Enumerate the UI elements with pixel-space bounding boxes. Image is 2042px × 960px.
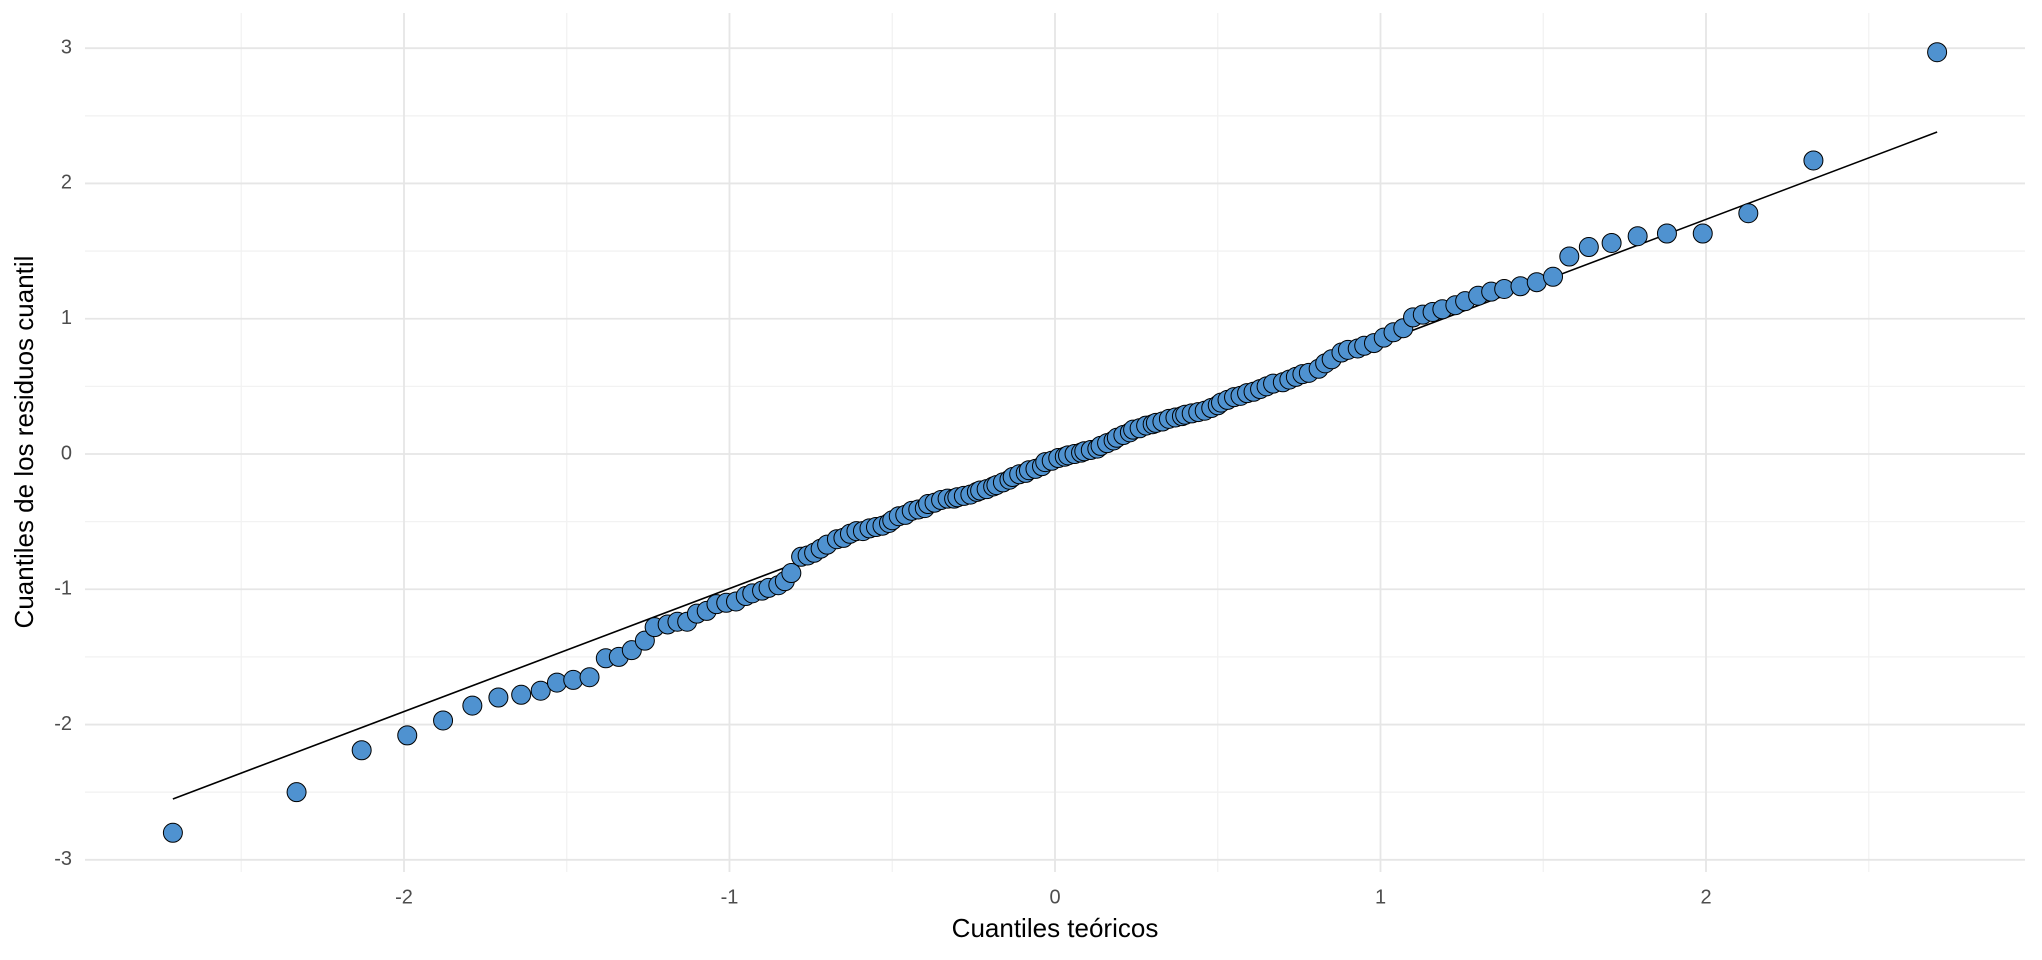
y-tick-label: 3	[61, 36, 72, 58]
x-tick-label: -1	[721, 886, 739, 908]
y-tick-label: -3	[54, 848, 72, 870]
point	[579, 667, 600, 688]
x-tick-label: -2	[395, 886, 413, 908]
point	[1627, 226, 1648, 247]
point	[634, 630, 655, 651]
x-tick-label: 1	[1375, 886, 1386, 908]
y-tick-label: -1	[54, 578, 72, 600]
point	[1559, 246, 1580, 267]
y-tick-label: 1	[61, 307, 72, 329]
point	[781, 563, 802, 584]
point	[1601, 232, 1622, 253]
point	[397, 725, 418, 746]
y-tick-label: -2	[54, 713, 72, 735]
point	[511, 684, 532, 705]
y-tick-label: 2	[61, 172, 72, 194]
point	[1692, 223, 1713, 244]
point	[286, 782, 307, 803]
y-tick-label: 0	[61, 442, 72, 464]
point	[1543, 266, 1564, 287]
x-axis-title: Cuantiles teóricos	[952, 913, 1159, 943]
point	[1656, 223, 1677, 244]
x-tick-label: 0	[1049, 886, 1060, 908]
point	[488, 687, 509, 708]
x-tick-label: 2	[1700, 886, 1711, 908]
point	[1738, 203, 1759, 224]
point	[530, 680, 551, 701]
point	[462, 695, 483, 716]
point	[162, 822, 183, 843]
point	[433, 710, 454, 731]
point	[351, 740, 372, 761]
y-axis-title: Cuantiles de los residuos cuantil	[9, 256, 39, 629]
point	[1578, 237, 1599, 258]
point	[1927, 42, 1948, 63]
point	[1803, 150, 1824, 171]
